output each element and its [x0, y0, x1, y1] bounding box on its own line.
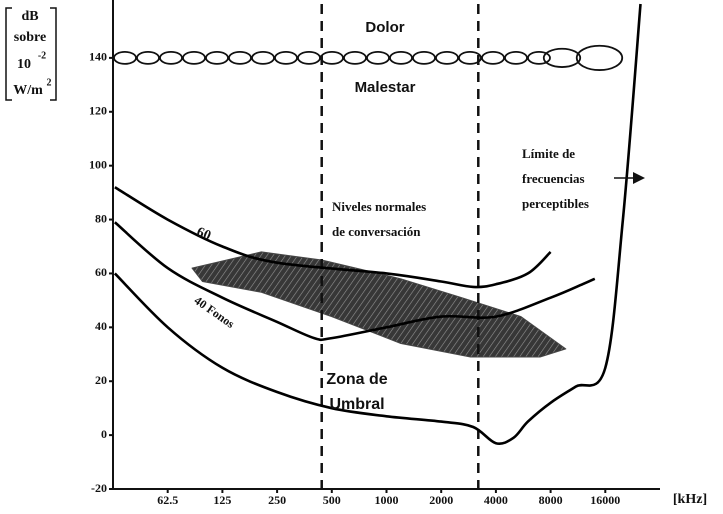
x-axis-label: [kHz] — [673, 492, 707, 507]
curve-label: 40 Fonos — [192, 293, 238, 331]
pain-oval — [504, 50, 528, 65]
x-tick-label: 250 — [268, 493, 286, 507]
y-label-unit: W/m — [13, 83, 43, 98]
pain-oval — [575, 44, 624, 71]
pain-oval — [542, 47, 582, 68]
annotation: Dolor — [365, 19, 404, 36]
y-tick-label: 120 — [89, 104, 107, 118]
pain-oval — [251, 50, 275, 65]
pain-oval — [389, 50, 413, 65]
pain-oval — [435, 50, 459, 65]
y-tick-label: 100 — [89, 157, 107, 171]
curve — [113, 3, 642, 445]
pain-level — [113, 44, 624, 71]
pain-oval — [297, 50, 321, 65]
annotation: Niveles normales — [332, 199, 426, 214]
pain-oval — [412, 50, 436, 65]
x-tick-label: 500 — [323, 493, 341, 507]
pain-oval — [113, 50, 137, 65]
bracket — [50, 7, 57, 101]
y-tick-label: -20 — [91, 481, 107, 495]
y-tick-label: 60 — [95, 265, 107, 279]
curve-label: 60 — [194, 225, 213, 244]
x-tick-label: 125 — [213, 493, 231, 507]
x-tick-label: 1000 — [375, 493, 399, 507]
pain-oval — [182, 50, 206, 65]
x-tick-label: 16000 — [590, 493, 620, 507]
pain-oval — [366, 50, 390, 65]
pain-oval — [159, 50, 183, 65]
annotation: perceptibles — [522, 196, 589, 211]
pain-oval — [320, 50, 344, 65]
pain-oval — [136, 50, 160, 65]
conversation-region — [191, 251, 567, 358]
y-tick-label: 20 — [95, 373, 107, 387]
curve — [114, 186, 552, 289]
pain-oval — [205, 50, 229, 65]
pain-oval — [481, 50, 505, 65]
annotation: Límite de — [522, 146, 575, 161]
annotation: frecuencias — [522, 171, 585, 186]
x-tick-label: 4000 — [484, 493, 508, 507]
bracket — [5, 7, 12, 101]
y-axis-label: dB sobre 10 -2 W/m 2 — [5, 7, 57, 101]
y-label-exp: -2 — [38, 50, 46, 61]
x-tick-label: 62.5 — [157, 493, 178, 507]
annotation: Zona de — [326, 371, 387, 388]
pain-oval — [228, 50, 252, 65]
pain-oval — [527, 50, 551, 65]
pain-oval — [274, 50, 298, 65]
x-tick-label: 2000 — [429, 493, 453, 507]
y-label-line: sobre — [14, 30, 46, 45]
y-label-base: 10 — [17, 57, 31, 72]
y-tick-label: 0 — [101, 427, 107, 441]
annotation: Malestar — [355, 79, 416, 96]
y-tick-label: 140 — [89, 50, 107, 64]
x-tick-label: 8000 — [539, 493, 563, 507]
curve — [114, 221, 596, 342]
y-label-line: dB — [21, 9, 38, 24]
annotation: de conversación — [332, 224, 421, 239]
pain-oval — [343, 50, 367, 65]
annotation: Umbral — [329, 396, 384, 413]
pain-oval — [458, 50, 482, 65]
y-tick-label: 80 — [95, 211, 107, 225]
y-label-unit-exp: 2 — [47, 77, 52, 88]
y-tick-label: 40 — [95, 319, 107, 333]
